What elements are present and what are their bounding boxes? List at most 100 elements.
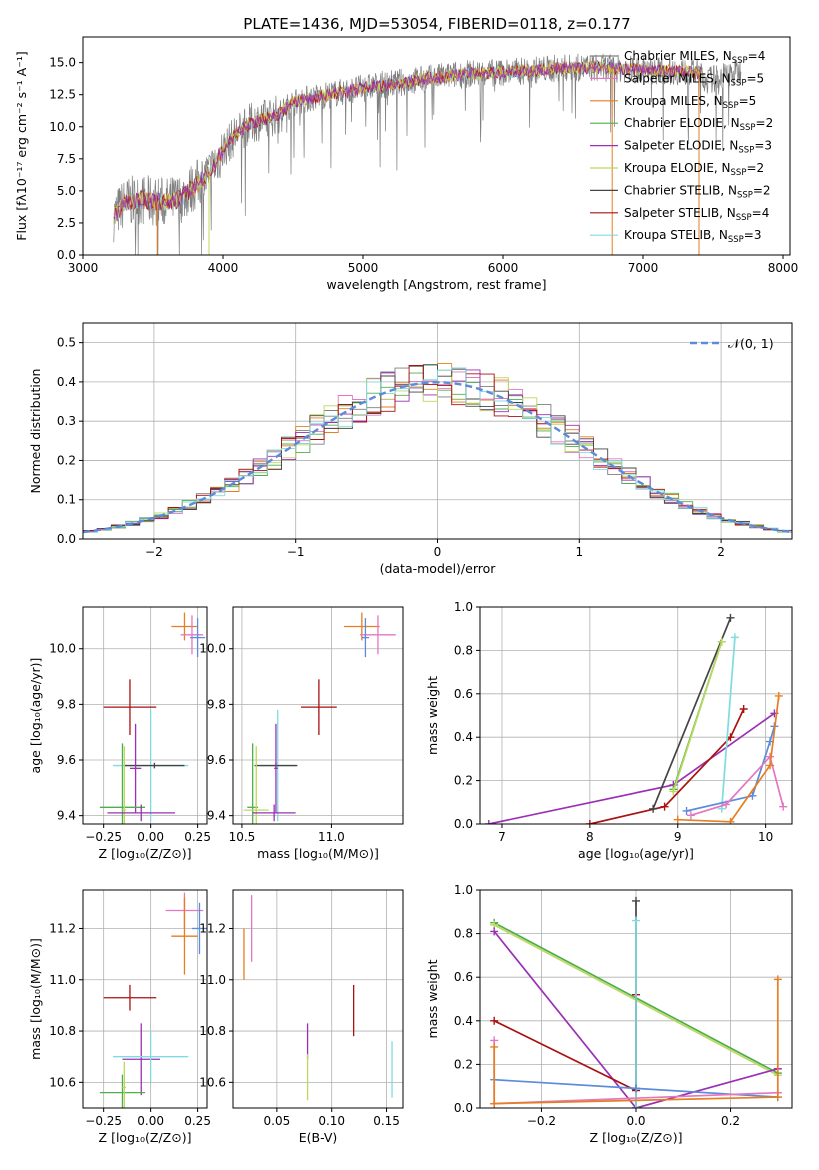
axes-frame [479,606,793,825]
x-tick-label: 0.05 [264,1114,291,1128]
legend-entry: Chabrier STELIB, NSSP=2 [590,183,771,200]
x-axis-label: (data-model)/error [380,561,497,576]
y-tick-label: 9.6 [57,753,76,767]
y-tick-label: 9.8 [207,697,226,711]
y-tick-label: 0.2 [454,1057,473,1071]
errorbar-point [252,804,296,822]
legend-entry: Salpeter STELIB, NSSP=4 [590,206,769,223]
weight-marker [717,637,726,646]
weight-marker [682,806,691,815]
legend-entry: Chabrier ELODIE, NSSP=2 [590,116,773,133]
weight-marker [490,1099,499,1108]
weight-line [493,979,779,1105]
y-tick-label: 2.5 [57,216,76,230]
weight-line [690,754,785,817]
y-tick-label: 0.8 [454,927,473,941]
axes-frame [479,889,793,1109]
axes-frame [82,36,791,256]
plot-area [99,612,206,824]
y-tick-label: 12.5 [49,88,76,102]
normal-curve [83,381,792,534]
y-tick-label: 5.0 [57,184,76,198]
figure-title: PLATE=1436, MJD=53054, FIBERID=0118, z=0… [243,15,630,33]
spectrum-model-line [113,61,703,226]
weight-line [686,726,776,812]
x-tick-label: 0.00 [137,830,164,844]
x-axis-label: wavelength [Angstrom, rest frame] [326,277,546,292]
weight-line [677,695,780,823]
errorbar-point [343,612,380,641]
y-tick-label: 10.0 [49,120,76,134]
legend-label: Chabrier STELIB, NSSP=2 [624,183,771,200]
axes-frame [232,889,404,1109]
legend-entry: Salpeter ELODIE, NSSP=3 [590,139,772,156]
weight-marker [490,1042,499,1051]
errorbar-point [274,723,278,813]
legend-suffix: =4 [752,206,770,220]
x-tick-label: 0.25 [184,830,211,844]
legend-label: Salpeter ELODIE, NSSP=3 [624,139,772,156]
legend-label: Chabrier ELODIE, NSSP=2 [624,116,773,133]
plot-area [83,363,792,534]
y-axis-label: mass weight [425,959,440,1038]
y-tick-label: 10.8 [199,1024,226,1038]
y-tick-label: 0.0 [454,1101,473,1115]
plot-area [99,892,207,1108]
panel-mw_vs_Z: −0.2 0.0 0.2 0.0 0.2 0.4 0.6 0.8 1.0 Z [log₁₀(Z/Z… [425,883,793,1145]
x-tick-label: 11.0 [318,830,345,844]
weight-marker [673,815,682,824]
legend-label: Chabrier MILES, NSSP=4 [624,49,765,66]
x-tick-label: 5000 [348,261,379,275]
legend-sub: SSP [740,123,756,133]
errorbar-point [113,1031,189,1083]
x-tick-label: −0.2 [527,1114,556,1128]
weight-marker [585,820,594,824]
y-tick-label: 0.5 [57,336,76,350]
legend-label: 𝒩(0, 1) [728,336,774,351]
legend-entry: Kroupa STELIB, NSSP=3 [590,228,762,245]
errorbar-point [243,746,269,824]
panel-residuals: −2 −1 0 1 2 0.0 0.1 0.2 0.3 0.4 0.5 (data-model)/er… [28,322,793,576]
errorbar-point [191,902,207,955]
legend-name: Kroupa ELODIE, N [624,161,731,175]
legend-entry: Chabrier MILES, NSSP=4 [590,49,765,66]
y-tick-label: 0.2 [454,774,473,788]
errorbar-point [124,762,185,769]
y-tick-label: 10.0 [49,642,76,656]
y-tick-label: 0.0 [57,248,76,262]
spectrum-model-line [113,61,703,221]
legend-sub: SSP [723,101,739,111]
legend-sub: SSP [736,213,752,223]
errorbar-point [107,804,176,822]
x-axis-label: E(B-V) [299,1130,338,1145]
y-tick-label: 0.8 [454,643,473,657]
weight-marker [632,1104,640,1108]
weight-marker [726,613,735,622]
legend-suffix: =3 [754,139,772,153]
x-tick-label: 8 [586,830,594,844]
weight-marker [669,787,678,796]
legend-entry: Kroupa ELODIE, NSSP=2 [590,161,764,178]
axes-frame [82,889,208,1109]
plot-area [490,896,782,1108]
y-tick-label: 9.4 [57,809,76,823]
y-tick-label: 9.6 [207,753,226,767]
weight-marker [632,896,640,905]
legend-name: Chabrier ELODIE, N [624,116,740,130]
x-tick-label: 10.5 [229,830,256,844]
axes-frame [82,322,793,540]
x-tick-label: 0.10 [318,1114,345,1128]
weight-marker [660,802,669,811]
weight-marker [773,1093,782,1102]
y-tick-label: 11.2 [199,921,226,935]
x-axis-label: age [log₁₀(age/yr)] [578,846,694,861]
weight-marker [490,1016,499,1025]
x-tick-label: 7000 [628,261,659,275]
legend-label: Kroupa ELODIE, NSSP=2 [624,161,764,178]
y-tick-label: 9.4 [207,809,226,823]
x-tick-label: −1 [287,545,305,559]
errorbar-point [171,612,198,641]
x-tick-label: −0.25 [85,830,122,844]
weight-marker [686,811,695,820]
